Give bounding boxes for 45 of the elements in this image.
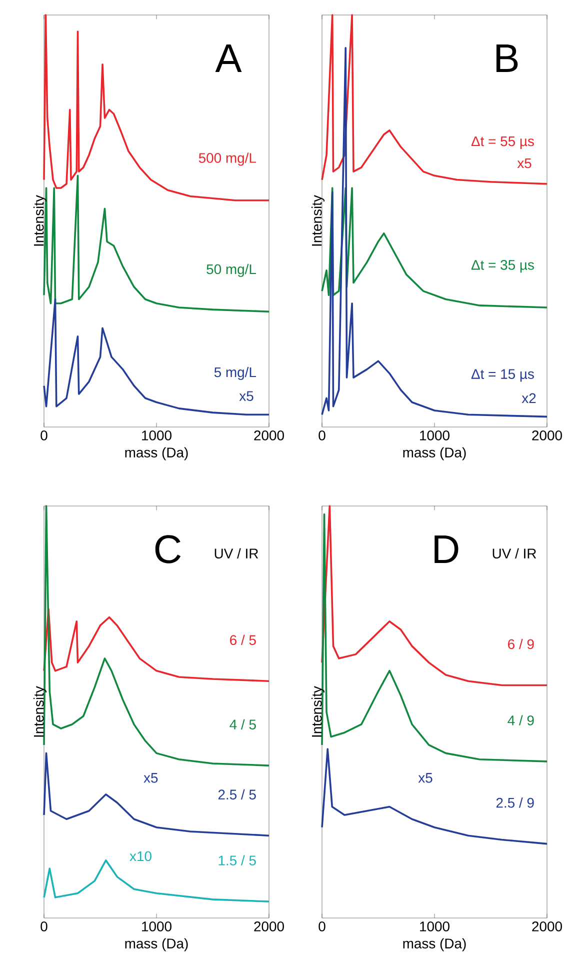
text: Δt = 15 µs <box>471 369 534 382</box>
text: 6 / 5 <box>230 634 256 646</box>
annotation: x5 <box>144 773 158 783</box>
text: 5 mg/L <box>214 366 256 380</box>
text: 50 mg/L <box>206 264 256 277</box>
annotation: x2 <box>522 393 536 404</box>
y-axis-title: Intensity <box>33 686 46 737</box>
y-axis-title: Intensity <box>33 195 46 246</box>
x-axis-title: mass (Da) <box>125 447 188 460</box>
text: 6 / 9 <box>508 638 534 650</box>
annotation: x5 <box>517 158 532 168</box>
text: C <box>155 535 181 564</box>
text: 2.5 / 9 <box>496 798 534 808</box>
annotation: x10 <box>130 851 152 862</box>
text: 4 / 9 <box>508 715 534 726</box>
text: D <box>434 536 458 563</box>
x-axis-title: mass (Da) <box>125 938 188 952</box>
x-tick-label: 1000 <box>142 922 172 932</box>
y-axis-title: Intensity <box>311 195 324 246</box>
x-tick-label: 1000 <box>142 430 172 440</box>
x-axis-title: mass (Da) <box>403 938 466 952</box>
annotation: x5 <box>418 773 432 783</box>
x-tick-label: 0 <box>318 922 326 932</box>
legend-title: UV / IR <box>492 548 536 558</box>
x-tick-label: 2000 <box>532 430 562 440</box>
x-tick-label: 0 <box>318 430 326 440</box>
text: 500 mg/L <box>198 152 256 166</box>
legend-title: UV / IR <box>214 548 258 558</box>
x-tick-label: 0 <box>40 922 48 932</box>
text: 2.5 / 5 <box>218 789 256 800</box>
x-tick-label: 1000 <box>420 430 450 440</box>
text: 4 / 5 <box>230 719 256 730</box>
text: B <box>496 44 518 72</box>
x-tick-label: 2000 <box>254 922 284 932</box>
text: Δt = 55 µs <box>471 136 534 149</box>
text: Δt = 35 µs <box>471 260 534 273</box>
x-tick-label: 1000 <box>420 922 450 932</box>
y-axis-title: Intensity <box>311 686 324 737</box>
text: A <box>215 44 242 72</box>
x-axis-title: mass (Da) <box>403 447 466 460</box>
x-tick-label: 2000 <box>254 430 284 440</box>
text: 1.5 / 5 <box>218 855 256 866</box>
x-tick-label: 2000 <box>532 922 562 932</box>
x-tick-label: 0 <box>40 430 48 440</box>
annotation: x5 <box>239 391 254 401</box>
